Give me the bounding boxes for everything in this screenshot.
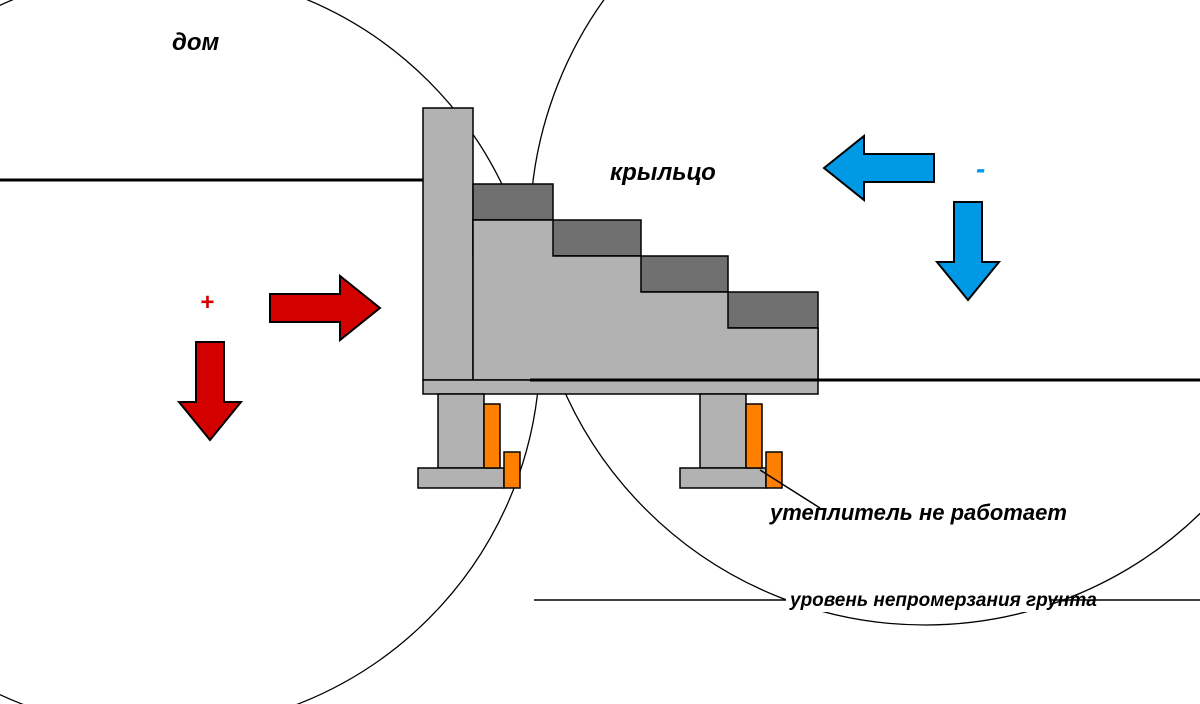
step-tread-0 (473, 184, 553, 220)
pier-foot-right (680, 468, 766, 488)
insulation-side-right (746, 404, 762, 468)
pier-shaft-right (700, 394, 746, 468)
insulation-side-left (484, 404, 500, 468)
arrow-red_down (179, 342, 241, 440)
label-porch: крыльцо (610, 159, 716, 186)
arrow-red_right (270, 276, 380, 340)
slab (423, 380, 818, 394)
pier-foot-left (418, 468, 504, 488)
label-frost_line: уровень непромерзания грунта (789, 590, 1097, 611)
pier-shaft-left (438, 394, 484, 468)
label-insulation: утеплитель не работает (769, 500, 1067, 525)
label-minus: - (976, 153, 985, 184)
arrow-blue_down (937, 202, 999, 300)
insulation-foot-left (504, 452, 520, 488)
house-wall (423, 108, 473, 380)
label-house: дом (172, 29, 219, 56)
label-plus: + (200, 289, 214, 316)
arrow-blue_left (824, 136, 934, 200)
